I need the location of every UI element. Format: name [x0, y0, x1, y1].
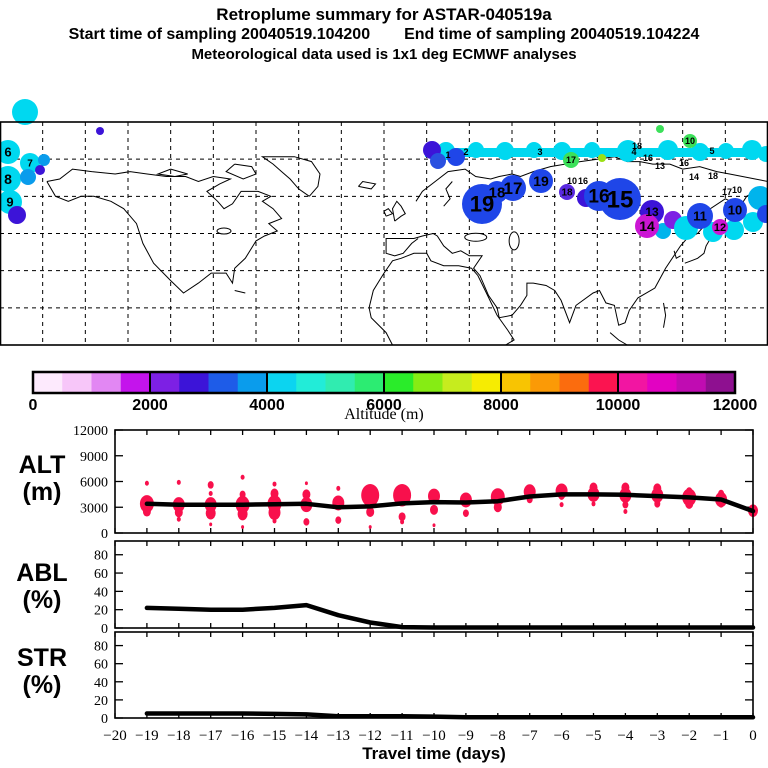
- svg-text:−12: −12: [358, 728, 381, 744]
- svg-text:19: 19: [470, 192, 494, 217]
- svg-text:10000: 10000: [596, 397, 641, 414]
- svg-text:18: 18: [561, 188, 573, 199]
- str-panel-label: STR: [17, 644, 67, 672]
- svg-text:2000: 2000: [132, 397, 168, 414]
- svg-text:4: 4: [631, 147, 636, 157]
- met-data-subtitle: Meteorological data used is 1x1 deg ECMW…: [191, 46, 577, 63]
- svg-text:10: 10: [728, 203, 742, 218]
- svg-text:−13: −13: [327, 728, 350, 744]
- svg-text:60: 60: [94, 658, 108, 673]
- svg-text:1: 1: [445, 150, 450, 160]
- svg-text:14: 14: [689, 172, 699, 182]
- svg-text:5: 5: [709, 146, 714, 156]
- svg-text:17: 17: [504, 179, 523, 198]
- svg-text:−2: −2: [681, 728, 697, 744]
- svg-text:20: 20: [94, 604, 108, 619]
- svg-text:−4: −4: [617, 728, 633, 744]
- svg-text:6000: 6000: [366, 397, 402, 414]
- svg-text:15: 15: [607, 186, 634, 213]
- svg-text:12000: 12000: [713, 397, 758, 414]
- svg-text:14: 14: [639, 218, 655, 234]
- abl-panel-label: ABL: [16, 559, 68, 587]
- svg-text:0: 0: [101, 527, 108, 542]
- svg-text:8000: 8000: [483, 397, 519, 414]
- svg-text:11: 11: [693, 209, 707, 224]
- svg-text:0: 0: [749, 728, 757, 744]
- svg-text:18: 18: [708, 171, 718, 181]
- svg-text:16: 16: [679, 158, 689, 168]
- start-time-label: Start time of sampling 20040519.104200: [68, 26, 371, 43]
- svg-text:60: 60: [94, 567, 108, 582]
- svg-text:16: 16: [588, 187, 609, 208]
- svg-text:4000: 4000: [249, 397, 285, 414]
- str-panel-unit: (%): [22, 671, 62, 699]
- svg-text:10: 10: [685, 136, 695, 146]
- svg-text:16: 16: [643, 153, 653, 163]
- svg-text:−20: −20: [103, 728, 126, 744]
- svg-text:40: 40: [94, 585, 108, 600]
- altitude-colorbar: 0 2000 4000 6000 8000 10000 12000: [29, 370, 758, 414]
- svg-text:−11: −11: [391, 728, 414, 744]
- svg-text:0: 0: [101, 622, 108, 637]
- svg-text:8: 8: [4, 171, 12, 187]
- svg-text:10: 10: [732, 185, 742, 195]
- abl-panel-unit: (%): [22, 586, 62, 614]
- svg-text:3000: 3000: [80, 501, 108, 516]
- svg-text:0: 0: [29, 397, 38, 414]
- svg-text:6000: 6000: [80, 476, 108, 491]
- svg-text:80: 80: [94, 640, 108, 655]
- figure-title: Retroplume summary for ASTAR-040519a: [216, 5, 552, 24]
- end-time-label: End time of sampling 20040519.104224: [404, 26, 700, 43]
- svg-text:18: 18: [632, 141, 642, 151]
- svg-text:−1: −1: [713, 728, 729, 744]
- svg-text:2: 2: [463, 147, 468, 157]
- svg-text:17: 17: [722, 187, 732, 197]
- colorbar-title: Altitude (m): [344, 406, 424, 423]
- svg-text:−17: −17: [199, 728, 223, 744]
- alt-panel-unit: (m): [22, 478, 62, 506]
- svg-text:18: 18: [489, 184, 506, 201]
- svg-text:−10: −10: [422, 728, 445, 744]
- svg-text:40: 40: [94, 676, 108, 691]
- svg-text:−3: −3: [649, 728, 665, 744]
- x-axis-title: Travel time (days): [362, 744, 506, 763]
- svg-text:−8: −8: [490, 728, 506, 744]
- svg-text:−18: −18: [167, 728, 190, 744]
- timeseries-panels: 030006000900012000020406080020406080−20−…: [73, 425, 758, 744]
- svg-text:7: 7: [27, 159, 33, 170]
- svg-text:13: 13: [645, 205, 659, 219]
- svg-text:12: 12: [714, 222, 726, 234]
- svg-text:−6: −6: [554, 728, 570, 744]
- alt-panel-label: ALT: [18, 451, 66, 479]
- svg-text:80: 80: [94, 549, 108, 564]
- svg-text:13: 13: [655, 161, 665, 171]
- svg-text:−5: −5: [586, 728, 602, 744]
- svg-text:−19: −19: [135, 728, 158, 744]
- svg-text:−7: −7: [522, 728, 538, 744]
- svg-text:6: 6: [4, 145, 11, 160]
- svg-text:3: 3: [537, 147, 542, 157]
- svg-text:19: 19: [533, 173, 549, 189]
- svg-text:−16: −16: [231, 728, 255, 744]
- svg-text:−9: −9: [458, 728, 474, 744]
- svg-text:17: 17: [566, 155, 576, 165]
- svg-text:16: 16: [578, 176, 588, 186]
- svg-text:12000: 12000: [73, 425, 108, 439]
- svg-text:0: 0: [101, 712, 108, 727]
- svg-text:−14: −14: [295, 728, 319, 744]
- sampling-times: Start time of sampling 20040519.104200 E…: [0, 26, 768, 44]
- svg-text:9: 9: [6, 195, 13, 210]
- svg-text:10: 10: [567, 176, 577, 186]
- svg-text:20: 20: [94, 694, 108, 709]
- svg-text:−15: −15: [263, 728, 286, 744]
- svg-text:9000: 9000: [80, 450, 108, 465]
